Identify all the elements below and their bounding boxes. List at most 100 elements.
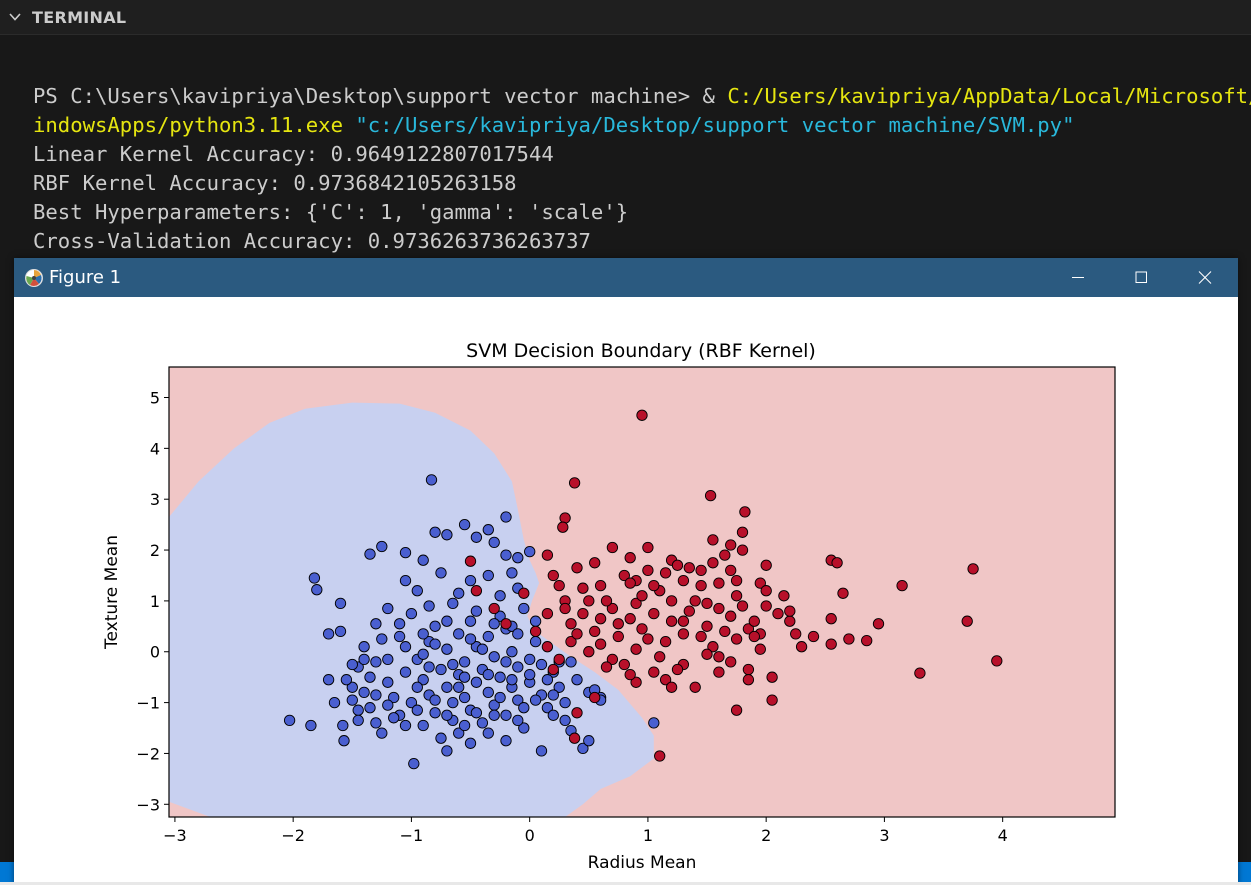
class1-point xyxy=(665,615,678,627)
class1-point xyxy=(730,590,743,602)
class0-point xyxy=(476,717,489,729)
x-tick-label: 0 xyxy=(525,826,535,845)
class0-point xyxy=(358,641,370,653)
class0-point xyxy=(500,656,512,668)
class1-point xyxy=(671,663,684,676)
class1-point xyxy=(772,607,784,620)
bottom-edge xyxy=(0,882,1251,885)
class0-point xyxy=(482,569,494,582)
figure-window[interactable]: Figure 1 SVM Decision Boundary (RBF Kern… xyxy=(14,258,1238,885)
class0-point xyxy=(453,628,465,640)
class1-point xyxy=(518,587,530,599)
class1-point xyxy=(594,638,607,650)
class1-point xyxy=(654,750,666,762)
class0-point xyxy=(547,709,559,721)
class1-point xyxy=(704,489,717,502)
class0-point xyxy=(458,691,471,704)
class0-point xyxy=(364,702,376,714)
class1-point xyxy=(589,625,601,638)
class0-point xyxy=(512,661,524,673)
class0-point xyxy=(393,618,406,630)
class0-point xyxy=(458,719,471,732)
class0-point xyxy=(376,727,388,739)
class1-point xyxy=(553,653,565,666)
class0-point xyxy=(417,719,429,732)
class0-point xyxy=(482,524,494,536)
class1-point xyxy=(571,707,583,719)
class1-point xyxy=(807,630,820,643)
class1-point xyxy=(470,585,483,597)
class1-point xyxy=(707,534,719,546)
class0-point xyxy=(464,633,477,645)
class0-point xyxy=(417,674,429,686)
class0-point xyxy=(322,628,335,640)
terminal-prompt: PS C:\Users\kavipriya\Desktop\support ve… xyxy=(33,84,728,108)
class0-point xyxy=(518,702,530,714)
class1-point xyxy=(642,541,654,554)
class0-point xyxy=(512,552,524,564)
class1-point xyxy=(831,557,843,569)
class1-point xyxy=(659,635,672,648)
class0-point xyxy=(340,674,353,686)
class1-point xyxy=(837,587,849,599)
class1-point xyxy=(665,595,678,607)
class0-point xyxy=(470,605,483,617)
class1-point xyxy=(707,641,719,653)
plot-canvas[interactable]: SVM Decision Boundary (RBF Kernel) −3 −2−… xyxy=(14,297,1238,885)
class0-point xyxy=(376,540,388,553)
class0-point xyxy=(458,671,471,683)
class1-point xyxy=(713,577,725,589)
class1-point xyxy=(541,607,554,620)
class0-point xyxy=(346,694,358,706)
class0-point xyxy=(464,574,477,587)
figure-titlebar[interactable]: Figure 1 xyxy=(14,258,1238,297)
class0-point xyxy=(559,714,571,727)
class1-point xyxy=(701,620,713,632)
class1-point xyxy=(766,671,778,683)
class0-point xyxy=(429,707,441,719)
class1-point xyxy=(896,579,908,592)
maximize-button[interactable] xyxy=(1109,258,1173,297)
class0-point xyxy=(458,518,471,531)
class0-point xyxy=(500,549,512,561)
class1-point xyxy=(695,630,707,643)
class1-point xyxy=(630,643,642,655)
close-button[interactable] xyxy=(1173,258,1237,297)
class0-point xyxy=(553,681,565,693)
class0-point xyxy=(500,735,512,747)
y-tick-label: −1 xyxy=(136,694,160,713)
class0-point xyxy=(441,643,453,655)
class0-point xyxy=(364,548,376,560)
class0-point xyxy=(346,658,358,671)
class0-point xyxy=(464,737,477,749)
class0-point xyxy=(488,618,500,630)
class1-point xyxy=(624,552,636,564)
class1-point xyxy=(725,539,737,551)
class0-point xyxy=(417,648,429,660)
class1-point xyxy=(736,526,749,538)
x-tick-label: −2 xyxy=(281,826,305,845)
minimize-button[interactable] xyxy=(1046,258,1110,297)
x-tick-label: 4 xyxy=(998,826,1008,845)
class1-point xyxy=(825,613,837,625)
class1-point xyxy=(766,694,778,706)
class0-point xyxy=(364,671,376,683)
class0-point xyxy=(382,676,394,688)
class0-point xyxy=(311,584,323,596)
class0-point xyxy=(435,567,447,579)
class0-point xyxy=(447,658,459,671)
class0-point xyxy=(494,691,506,704)
class0-point xyxy=(482,630,494,643)
class1-point xyxy=(624,668,636,681)
panel-title[interactable]: TERMINAL xyxy=(32,7,127,27)
class0-point xyxy=(541,702,554,714)
class1-point xyxy=(636,623,648,635)
class0-point xyxy=(535,658,548,671)
chevron-down-icon[interactable] xyxy=(8,10,22,24)
class1-point xyxy=(861,634,873,647)
class0-point xyxy=(464,615,477,627)
class1-point xyxy=(742,623,755,635)
x-tick-label: 3 xyxy=(879,826,889,845)
class0-point xyxy=(370,656,382,668)
terminal-panel-header: TERMINAL xyxy=(0,0,1251,35)
